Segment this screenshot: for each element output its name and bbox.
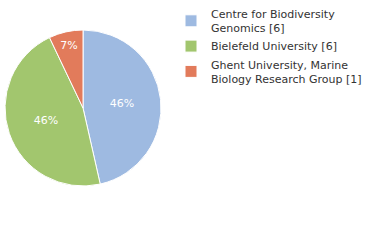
svg-text:Ghent University, MarineBiolog: Ghent University, MarineBiology Research… <box>211 59 362 86</box>
svg-text:Centre for BiodiversityGenomic: Centre for BiodiversityGenomics [6] <box>211 8 335 35</box>
svg-text:46%: 46% <box>34 114 58 127</box>
svg-text:46%: 46% <box>110 97 134 110</box>
svg-text:7%: 7% <box>60 39 77 52</box>
svg-text:Bielefeld University [6]: Bielefeld University [6] <box>211 40 337 53</box>
